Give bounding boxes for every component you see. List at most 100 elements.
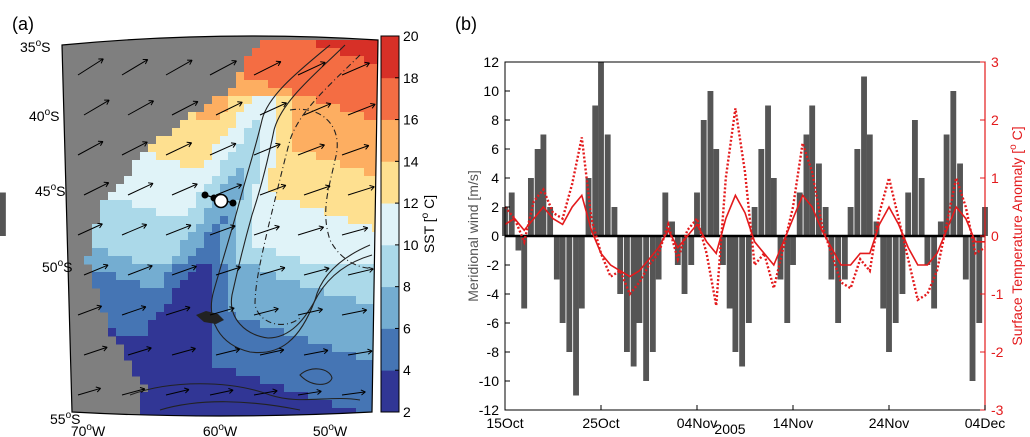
sst-cell	[244, 144, 253, 153]
sst-cell	[156, 184, 165, 193]
sst-cell	[284, 232, 293, 241]
wind-arrow	[347, 103, 376, 116]
sst-cell	[148, 296, 157, 305]
sst-cell	[372, 120, 378, 129]
sst-cell	[108, 248, 117, 257]
sst-cell	[236, 360, 245, 369]
sst-cell	[364, 144, 373, 153]
sst-cell	[180, 392, 189, 401]
sst-cell	[260, 328, 269, 337]
sst-cell	[244, 344, 253, 353]
sst-cell	[268, 312, 277, 321]
sst-cell	[156, 168, 165, 177]
wind-arrow-head	[231, 60, 237, 66]
wind-arrow-head	[186, 141, 193, 148]
sst-cell	[292, 384, 301, 393]
sst-cell	[340, 80, 349, 89]
wind-bar	[547, 207, 554, 236]
sst-cell	[212, 104, 221, 113]
sst-cell	[332, 216, 341, 225]
sst-cell	[260, 200, 269, 209]
sst-cell	[356, 184, 365, 193]
sst-cell	[340, 160, 349, 169]
sst-cell	[284, 128, 293, 137]
sst-cell	[356, 200, 365, 209]
sst-cell	[124, 240, 133, 249]
sst-cell	[132, 256, 141, 265]
y-left-tick-label: -12	[479, 402, 499, 418]
sst-cell	[292, 328, 301, 337]
sst-cell	[292, 296, 301, 305]
sst-cell	[148, 224, 157, 233]
sst-cell	[236, 248, 245, 257]
sst-cell	[108, 264, 117, 273]
sst-cell	[300, 136, 309, 145]
sst-cell	[316, 400, 325, 409]
sst-cell	[124, 224, 133, 233]
sst-cell	[188, 192, 197, 201]
sst-cell	[316, 320, 325, 329]
sst-cell	[292, 376, 301, 385]
sst-cell	[348, 48, 357, 57]
sst-cell	[324, 144, 333, 153]
sst-cell	[212, 240, 221, 249]
sst-cell	[148, 376, 157, 385]
sst-cell	[156, 136, 165, 145]
sst-cell	[356, 232, 365, 241]
sst-cell	[372, 416, 381, 425]
sst-cell	[180, 200, 189, 209]
sst-cell	[340, 144, 349, 153]
sst-cell	[340, 192, 349, 201]
sst-cell	[260, 312, 269, 321]
sst-cell	[236, 336, 245, 345]
sst-cell	[332, 272, 341, 281]
sst-cell	[340, 136, 349, 145]
sst-cell	[180, 376, 189, 385]
sst-cell	[300, 416, 309, 425]
sst-cell	[220, 96, 229, 105]
wind-bar	[636, 236, 643, 323]
sst-cell	[292, 280, 301, 289]
sst-cell	[140, 344, 149, 353]
sst-cell	[340, 376, 349, 385]
sst-cell	[108, 208, 117, 217]
sst-cell	[340, 272, 349, 281]
sst-cell	[300, 344, 309, 353]
sst-cell	[284, 168, 293, 177]
sst-cell	[236, 304, 245, 313]
sst-cell	[284, 392, 293, 401]
sst-cell	[340, 336, 349, 345]
sst-cell	[204, 384, 213, 393]
sst-cell	[252, 232, 261, 241]
wind-arrow	[215, 266, 241, 276]
sst-cell	[324, 104, 333, 113]
sst-cell	[92, 272, 101, 281]
sst-cell	[268, 160, 277, 169]
colorbar-tick-label: 20	[403, 28, 419, 44]
sst-cell	[268, 40, 277, 49]
wind-bar	[719, 236, 726, 265]
sst-cell	[252, 336, 261, 345]
sst-cell	[268, 280, 277, 289]
sst-cell	[300, 64, 309, 73]
sst-cell	[332, 88, 341, 97]
sst-cell	[100, 208, 109, 217]
sst-cell	[364, 288, 373, 297]
sst-cell	[308, 296, 317, 305]
sst-cell	[156, 144, 165, 153]
sst-cell	[228, 360, 237, 369]
sst-cell	[204, 176, 213, 185]
wind-arrow	[83, 264, 109, 276]
sst-cell	[220, 184, 229, 193]
sst-cell	[340, 232, 349, 241]
sst-cell	[308, 184, 317, 193]
wind-arrow-head	[236, 183, 242, 189]
wind-bar	[630, 236, 637, 367]
sst-cell	[372, 80, 378, 89]
sst-cell	[260, 88, 269, 97]
wind-bar	[809, 105, 816, 236]
sst-cell	[260, 368, 269, 377]
sst-cell	[332, 240, 341, 249]
sst-cell	[204, 272, 213, 281]
sst-cell	[220, 288, 229, 297]
